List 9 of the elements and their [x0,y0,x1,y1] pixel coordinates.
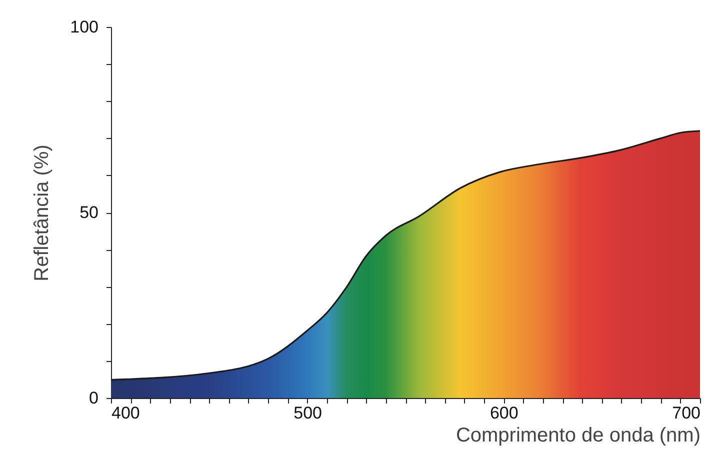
y-axis-title: Refletância (%) [31,144,54,282]
y-tick-label: 100 [70,18,98,36]
x-tick-label: 600 [490,404,518,422]
y-tick-label: 0 [89,388,98,408]
x-tick-label: 700 [672,404,700,422]
x-tick-label: 500 [294,404,322,422]
x-axis-title: Comprimento de onda (nm) [456,424,700,446]
x-tick-label: 400 [112,404,140,422]
y-tick-label: 50 [80,203,98,222]
